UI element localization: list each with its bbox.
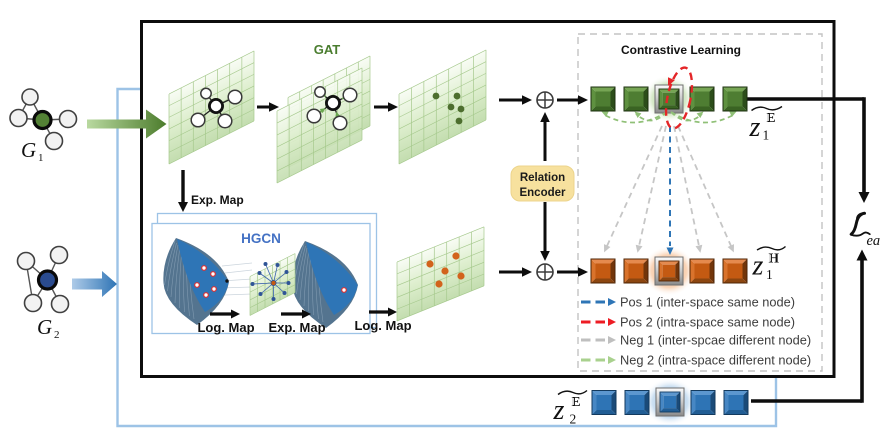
svg-text:z: z (752, 251, 764, 282)
svg-text:Pos 1 (inter-space same node): Pos 1 (inter-space same node) (620, 294, 795, 309)
svg-text:E: E (767, 110, 776, 125)
svg-text:Relation: Relation (520, 172, 565, 184)
svg-text:Pos 2 (intra-space same node): Pos 2 (intra-space same node) (620, 314, 795, 329)
svg-text:G: G (37, 315, 52, 339)
svg-text:2: 2 (54, 329, 60, 341)
svg-text:GAT: GAT (314, 42, 341, 57)
svg-text:1: 1 (766, 267, 773, 282)
svg-text:G: G (21, 138, 36, 162)
svg-text:1: 1 (38, 152, 44, 164)
svg-text:HGCN: HGCN (241, 231, 281, 246)
svg-text:Exp. Map: Exp. Map (191, 193, 244, 207)
svg-text:Neg 2 (intra-space different n: Neg 2 (intra-space different node) (620, 352, 811, 367)
svg-text:Neg 1 (inter-spcae different n: Neg 1 (inter-spcae different node) (620, 332, 811, 347)
svg-text:E: E (572, 394, 581, 409)
svg-text:1: 1 (763, 128, 770, 143)
svg-text:2: 2 (570, 412, 577, 427)
svg-text:Log. Map: Log. Map (197, 320, 254, 335)
svg-text:H: H (769, 251, 780, 266)
svg-text:ea: ea (867, 233, 881, 249)
svg-text:z: z (749, 112, 761, 143)
svg-text:Encoder: Encoder (519, 187, 566, 199)
svg-text:Contrastive Learning: Contrastive Learning (621, 43, 741, 57)
svg-text:Log. Map: Log. Map (354, 318, 411, 333)
svg-text:Exp. Map: Exp. Map (268, 320, 325, 335)
svg-text:z: z (553, 395, 565, 426)
